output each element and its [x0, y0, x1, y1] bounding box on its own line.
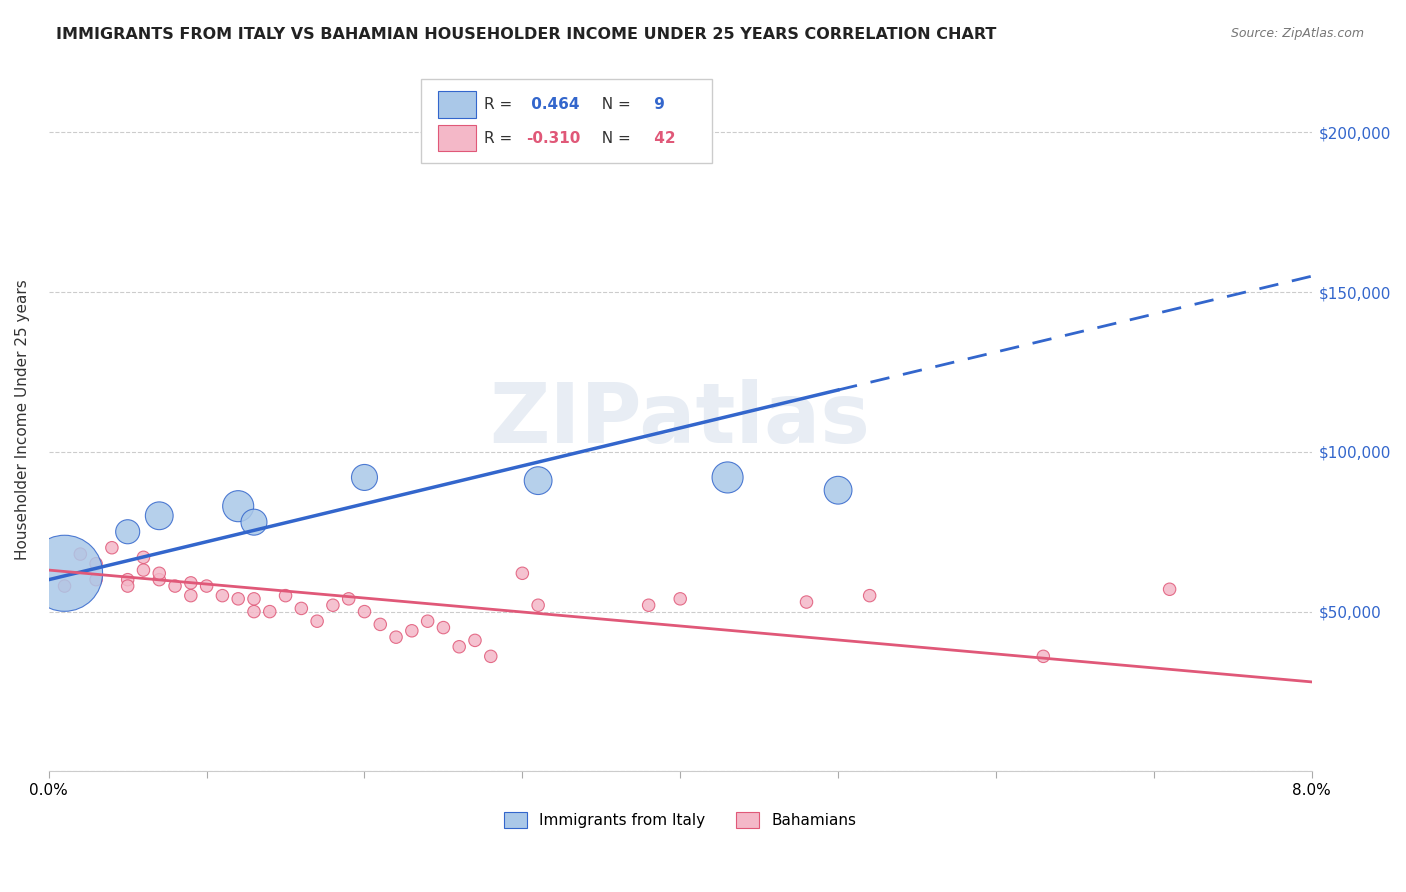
- Point: [132, 563, 155, 577]
- Point: [148, 566, 170, 581]
- Point: [432, 621, 454, 635]
- Text: -0.310: -0.310: [526, 130, 581, 145]
- Point: [527, 599, 550, 613]
- Point: [53, 566, 76, 581]
- Point: [716, 470, 738, 484]
- Text: R =: R =: [485, 97, 517, 112]
- Point: [243, 605, 266, 619]
- Text: N =: N =: [592, 130, 636, 145]
- Point: [53, 579, 76, 593]
- Point: [84, 573, 107, 587]
- Point: [148, 573, 170, 587]
- Point: [827, 483, 849, 498]
- Point: [243, 515, 266, 529]
- Point: [464, 633, 486, 648]
- Point: [307, 614, 329, 628]
- Point: [322, 599, 344, 613]
- Y-axis label: Householder Income Under 25 years: Householder Income Under 25 years: [15, 279, 30, 560]
- FancyBboxPatch shape: [437, 91, 475, 118]
- Point: [163, 579, 186, 593]
- Point: [337, 591, 360, 606]
- Point: [195, 579, 218, 593]
- FancyBboxPatch shape: [422, 79, 711, 163]
- Point: [669, 591, 692, 606]
- Point: [180, 575, 202, 590]
- Point: [226, 499, 249, 513]
- Point: [101, 541, 124, 555]
- Point: [796, 595, 818, 609]
- Point: [132, 550, 155, 565]
- Point: [637, 599, 659, 613]
- Text: 9: 9: [648, 97, 665, 112]
- Point: [479, 649, 502, 664]
- Text: N =: N =: [592, 97, 636, 112]
- Point: [226, 591, 249, 606]
- Point: [243, 591, 266, 606]
- Legend: Immigrants from Italy, Bahamians: Immigrants from Italy, Bahamians: [498, 805, 862, 834]
- Point: [180, 589, 202, 603]
- Point: [69, 547, 91, 561]
- Point: [385, 630, 408, 644]
- Point: [84, 557, 107, 571]
- Point: [368, 617, 391, 632]
- Point: [353, 470, 375, 484]
- Text: IMMIGRANTS FROM ITALY VS BAHAMIAN HOUSEHOLDER INCOME UNDER 25 YEARS CORRELATION : IMMIGRANTS FROM ITALY VS BAHAMIAN HOUSEH…: [56, 27, 997, 42]
- Text: 42: 42: [648, 130, 675, 145]
- Point: [416, 614, 439, 628]
- Point: [211, 589, 233, 603]
- Point: [117, 573, 139, 587]
- Point: [274, 589, 297, 603]
- Text: Source: ZipAtlas.com: Source: ZipAtlas.com: [1230, 27, 1364, 40]
- Point: [117, 579, 139, 593]
- Point: [859, 589, 882, 603]
- Point: [401, 624, 423, 638]
- Point: [527, 474, 550, 488]
- Point: [117, 524, 139, 539]
- Point: [290, 601, 312, 615]
- Text: ZIPatlas: ZIPatlas: [489, 379, 870, 460]
- Point: [148, 508, 170, 523]
- Text: R =: R =: [485, 130, 517, 145]
- Point: [1032, 649, 1054, 664]
- Point: [353, 605, 375, 619]
- Text: 0.464: 0.464: [526, 97, 579, 112]
- Point: [259, 605, 281, 619]
- Point: [1159, 582, 1181, 597]
- Point: [512, 566, 534, 581]
- FancyBboxPatch shape: [437, 125, 475, 152]
- Point: [449, 640, 471, 654]
